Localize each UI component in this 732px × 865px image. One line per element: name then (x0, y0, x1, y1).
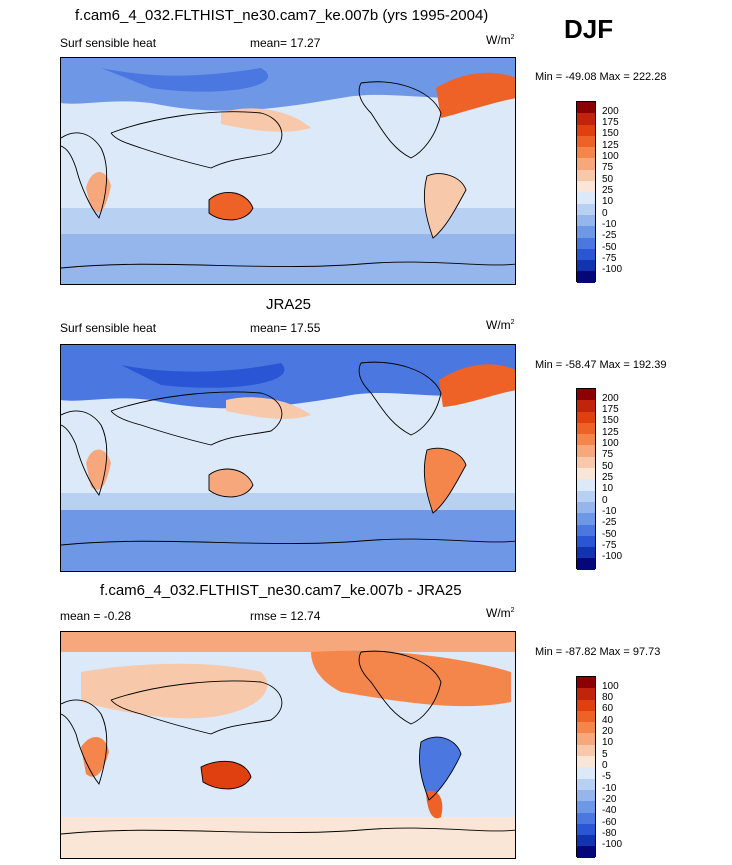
colorbar-label: 0 (602, 760, 608, 771)
colorbar-label: 50 (602, 174, 614, 185)
units-exp: 2 (510, 319, 515, 326)
colorbar-label: -60 (602, 817, 617, 828)
colorbar-label: 150 (602, 415, 619, 426)
colorbar-label: -100 (602, 264, 623, 275)
world-map (60, 631, 516, 859)
colorbar-label: -75 (602, 540, 617, 551)
colorbar-label: 40 (602, 715, 614, 726)
panel-title: JRA25 (266, 296, 312, 313)
variable-label: Surf sensible heat (60, 321, 157, 335)
colorbar-label: -50 (602, 529, 617, 540)
units-exp: 2 (510, 607, 515, 614)
colorbar-label: 5 (602, 749, 608, 760)
min-max-label: Min = -49.08 Max = 222.28 (535, 71, 667, 83)
units-base: W/m (486, 33, 511, 47)
units-exp: 2 (510, 34, 515, 41)
mean-label: mean= 17.27 (250, 36, 321, 50)
colorbar-label: 10 (602, 483, 614, 494)
units-label: W/m2 (486, 318, 515, 332)
colorbar-label: 25 (602, 185, 614, 196)
colorbar (576, 101, 596, 283)
colorbar-label: 25 (602, 472, 614, 483)
colorbar-label: 80 (602, 692, 614, 703)
colorbar-label: -25 (602, 230, 617, 241)
colorbar-label: 75 (602, 162, 614, 173)
colorbar-label: -10 (602, 506, 617, 517)
panel-title: f.cam6_4_032.FLTHIST_ne30.cam7_ke.007b -… (100, 582, 462, 599)
units-label: W/m2 (486, 33, 515, 47)
colorbar-label: -50 (602, 242, 617, 253)
colorbar-label: 200 (602, 106, 619, 117)
units-base: W/m (486, 606, 511, 620)
colorbar-label: 100 (602, 438, 619, 449)
colorbar-label: 200 (602, 393, 619, 404)
colorbar-label: 60 (602, 703, 614, 714)
colorbar-label: 20 (602, 726, 614, 737)
mean-label: mean= 17.55 (250, 321, 321, 335)
season-label: DJF (564, 14, 614, 44)
colorbar-label: -25 (602, 517, 617, 528)
colorbar-label: -10 (602, 783, 617, 794)
units-base: W/m (486, 318, 511, 332)
colorbar-label: -5 (602, 771, 611, 782)
colorbar-label: 0 (602, 495, 608, 506)
colorbar-label: -40 (602, 805, 617, 816)
colorbar-label: 0 (602, 208, 608, 219)
rmse-label: rmse = 12.74 (250, 609, 321, 623)
colorbar-label: 100 (602, 151, 619, 162)
units-label: W/m2 (486, 606, 515, 620)
colorbar-label: -100 (602, 839, 623, 850)
mean-label: mean = -0.28 (60, 609, 132, 623)
min-max-label: Min = -58.47 Max = 192.39 (535, 359, 667, 371)
colorbar-label: 75 (602, 449, 614, 460)
world-map (60, 344, 516, 572)
panel-title: f.cam6_4_032.FLTHIST_ne30.cam7_ke.007b (… (75, 7, 489, 24)
colorbar-label: 175 (602, 117, 619, 128)
colorbar-label: 10 (602, 737, 614, 748)
colorbar-label: 175 (602, 404, 619, 415)
colorbar-label: -20 (602, 794, 617, 805)
colorbar-label: 10 (602, 196, 614, 207)
colorbar-label: 125 (602, 140, 619, 151)
colorbar-label: -10 (602, 219, 617, 230)
min-max-label: Min = -87.82 Max = 97.73 (535, 646, 661, 658)
variable-label: Surf sensible heat (60, 36, 157, 50)
colorbar-label: 125 (602, 427, 619, 438)
colorbar (576, 388, 596, 570)
colorbar-label: -80 (602, 828, 617, 839)
world-map (60, 57, 516, 285)
colorbar-label: -75 (602, 253, 617, 264)
colorbar-label: 50 (602, 461, 614, 472)
colorbar-label: -100 (602, 551, 623, 562)
colorbar (576, 676, 596, 858)
colorbar-label: 150 (602, 128, 619, 139)
colorbar-label: 100 (602, 681, 619, 692)
